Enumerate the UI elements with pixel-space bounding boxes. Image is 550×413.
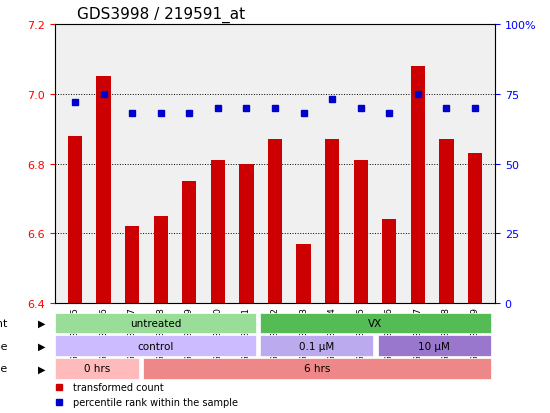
FancyBboxPatch shape <box>260 313 491 333</box>
Bar <box>439 140 454 304</box>
Bar <box>468 154 482 304</box>
Bar <box>382 220 397 304</box>
Bar <box>125 227 139 304</box>
FancyBboxPatch shape <box>55 313 256 333</box>
Bar <box>182 182 196 304</box>
Bar <box>268 140 282 304</box>
Text: ▶: ▶ <box>37 318 45 328</box>
Text: time: time <box>0 363 8 374</box>
FancyBboxPatch shape <box>378 336 491 356</box>
Bar <box>239 164 254 304</box>
Bar <box>211 161 225 304</box>
Text: ▶: ▶ <box>37 341 45 351</box>
FancyBboxPatch shape <box>260 336 373 356</box>
Text: 6 hrs: 6 hrs <box>304 363 330 374</box>
Bar <box>325 140 339 304</box>
Text: untreated: untreated <box>130 318 181 328</box>
Text: 10 μM: 10 μM <box>418 341 450 351</box>
Text: 0.1 μM: 0.1 μM <box>299 341 334 351</box>
Text: GDS3998 / 219591_at: GDS3998 / 219591_at <box>77 7 245 24</box>
Text: control: control <box>138 341 174 351</box>
Bar <box>96 77 111 304</box>
Bar <box>411 66 425 304</box>
Bar <box>296 244 311 304</box>
Text: VX: VX <box>368 318 383 328</box>
Bar <box>68 136 82 304</box>
Text: dose: dose <box>0 341 8 351</box>
Text: agent: agent <box>0 318 8 328</box>
Bar <box>153 216 168 304</box>
FancyBboxPatch shape <box>55 358 139 379</box>
FancyBboxPatch shape <box>143 358 491 379</box>
Text: transformed count: transformed count <box>73 382 163 392</box>
Text: ▶: ▶ <box>37 363 45 374</box>
Text: 0 hrs: 0 hrs <box>84 363 110 374</box>
Bar <box>354 161 368 304</box>
Text: percentile rank within the sample: percentile rank within the sample <box>73 396 238 407</box>
FancyBboxPatch shape <box>55 336 256 356</box>
